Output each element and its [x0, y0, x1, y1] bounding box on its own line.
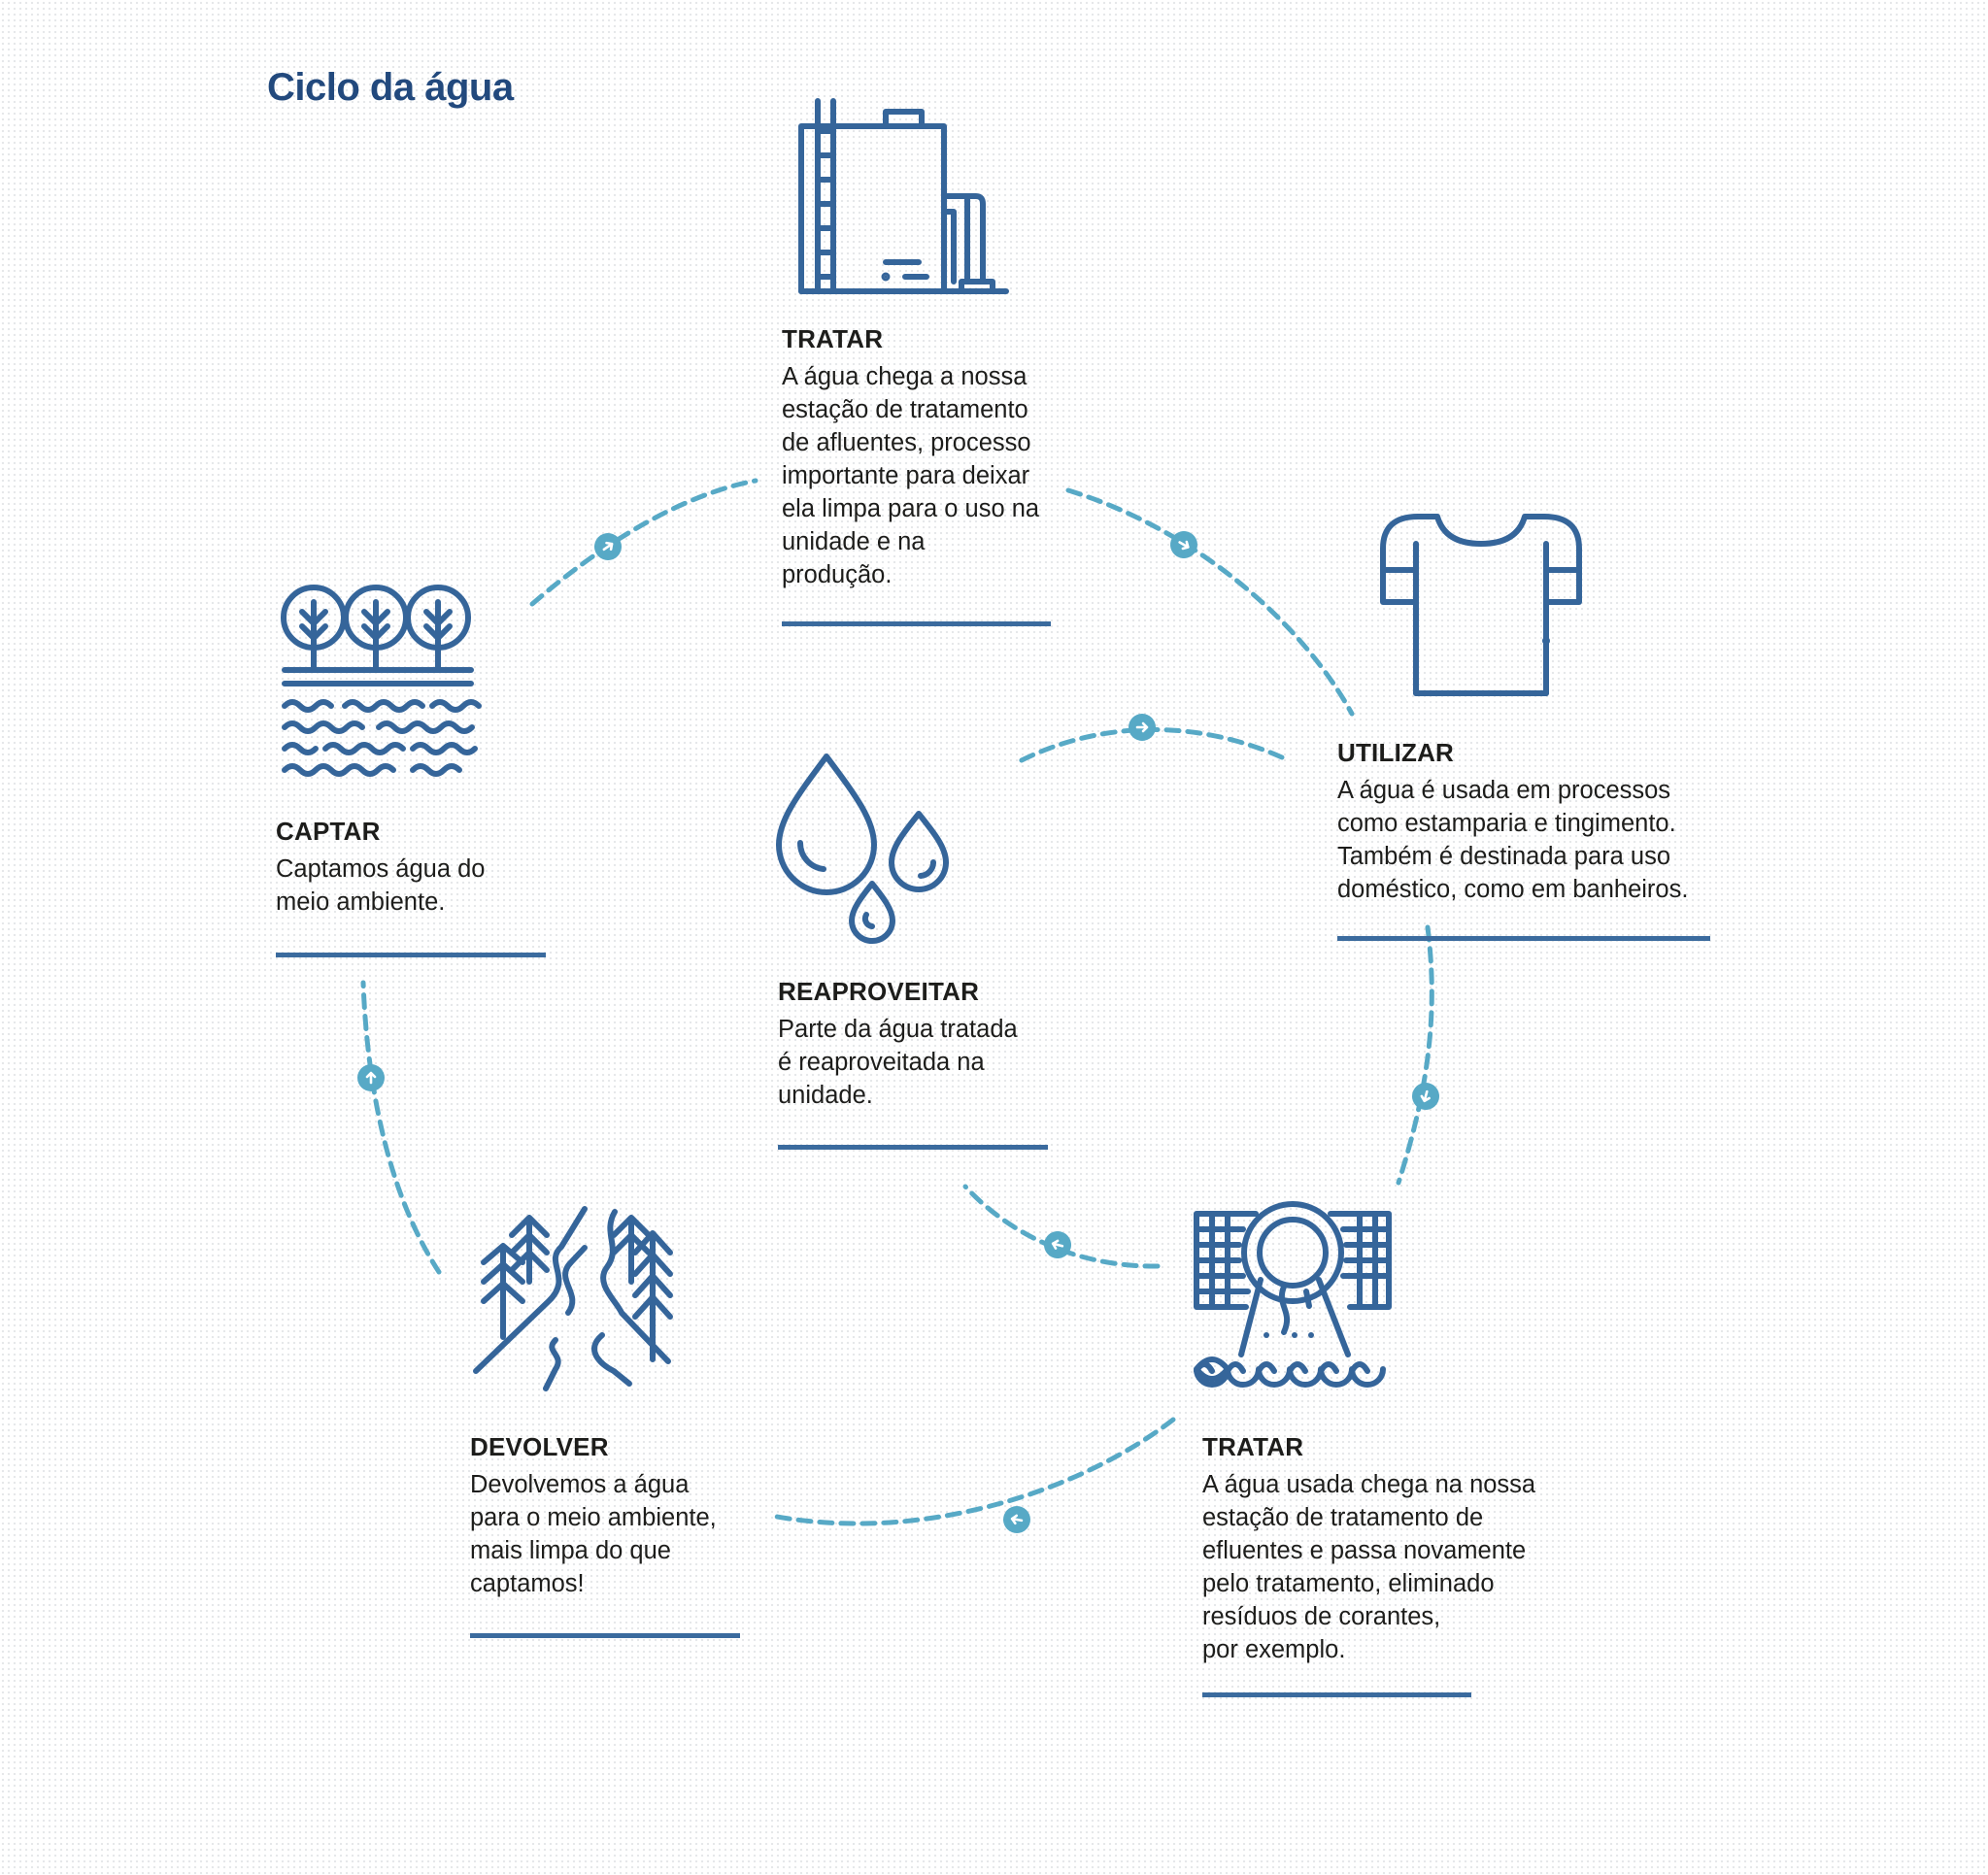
flow-tratar-to-utilizar [1065, 487, 1355, 717]
step-description: Devolvemos a água para o meio ambiente, … [470, 1471, 717, 1597]
arrow-captar-to-tratar-icon [594, 533, 622, 560]
arrow-tratar-to-reaproveitar-icon [1044, 1231, 1071, 1258]
step-title: UTILIZAR [1337, 738, 1455, 767]
step-reaproveitar: REAPROVEITAR Parte da água tratada é rea… [778, 977, 1069, 1154]
step-captar: CAPTAR Captamos água do meio ambiente. [276, 817, 567, 960]
step-description: Parte da água tratada é reaproveitada na… [778, 1016, 1018, 1109]
divider-line [470, 1633, 740, 1638]
arrow-utilizar-to-reaproveitar-icon [1129, 714, 1156, 741]
divider-line [1202, 1692, 1471, 1697]
divider-line [276, 953, 546, 957]
step-devolver: DEVOLVER Devolvemos a água para o meio a… [470, 1432, 761, 1642]
step-title: TRATAR [782, 324, 884, 353]
step-title: CAPTAR [276, 817, 381, 846]
flow-tratar-to-devolver [774, 1417, 1176, 1526]
step-title: REAPROVEITAR [778, 977, 980, 1006]
divider-line [782, 621, 1051, 626]
arrow-devolver-to-captar-icon [357, 1064, 385, 1091]
flow-utilizar-to-tratar [1396, 924, 1434, 1186]
arrow-utilizar-to-tratar-icon [1412, 1083, 1439, 1110]
divider-line [778, 1145, 1048, 1150]
step-description: Captamos água do meio ambiente. [276, 855, 486, 916]
flow-captar-to-tratar [529, 478, 758, 607]
step-description: A água é usada em processos como estampa… [1337, 777, 1689, 903]
step-title: DEVOLVER [470, 1432, 609, 1461]
water-drops-icon [776, 753, 949, 944]
step-tratar-bottom: TRATAR A água usada chega na nossa estaç… [1202, 1432, 1571, 1702]
step-tratar-top: TRATAR A água chega a nossa estação de t… [782, 324, 1073, 627]
divider-line [1337, 936, 1710, 941]
step-utilizar: UTILIZAR A água é usada em processos com… [1337, 738, 1726, 944]
step-description: A água chega a nossa estação de tratamen… [782, 363, 1040, 588]
forest-river-icon [473, 1206, 673, 1391]
flow-devolver-to-captar [360, 980, 442, 1275]
effluent-pipe-icon [1194, 1201, 1392, 1388]
arrow-tratar-to-devolver-icon [1003, 1506, 1030, 1533]
step-description: A água usada chega na nossa estação de t… [1202, 1471, 1536, 1663]
trees-water-icon [281, 585, 482, 777]
step-title: TRATAR [1202, 1432, 1304, 1461]
arrow-tratar-to-utilizar-icon [1170, 531, 1197, 558]
t-shirt-icon [1380, 514, 1582, 696]
page-title: Ciclo da água [267, 66, 514, 109]
treatment-station-icon [798, 98, 1009, 294]
